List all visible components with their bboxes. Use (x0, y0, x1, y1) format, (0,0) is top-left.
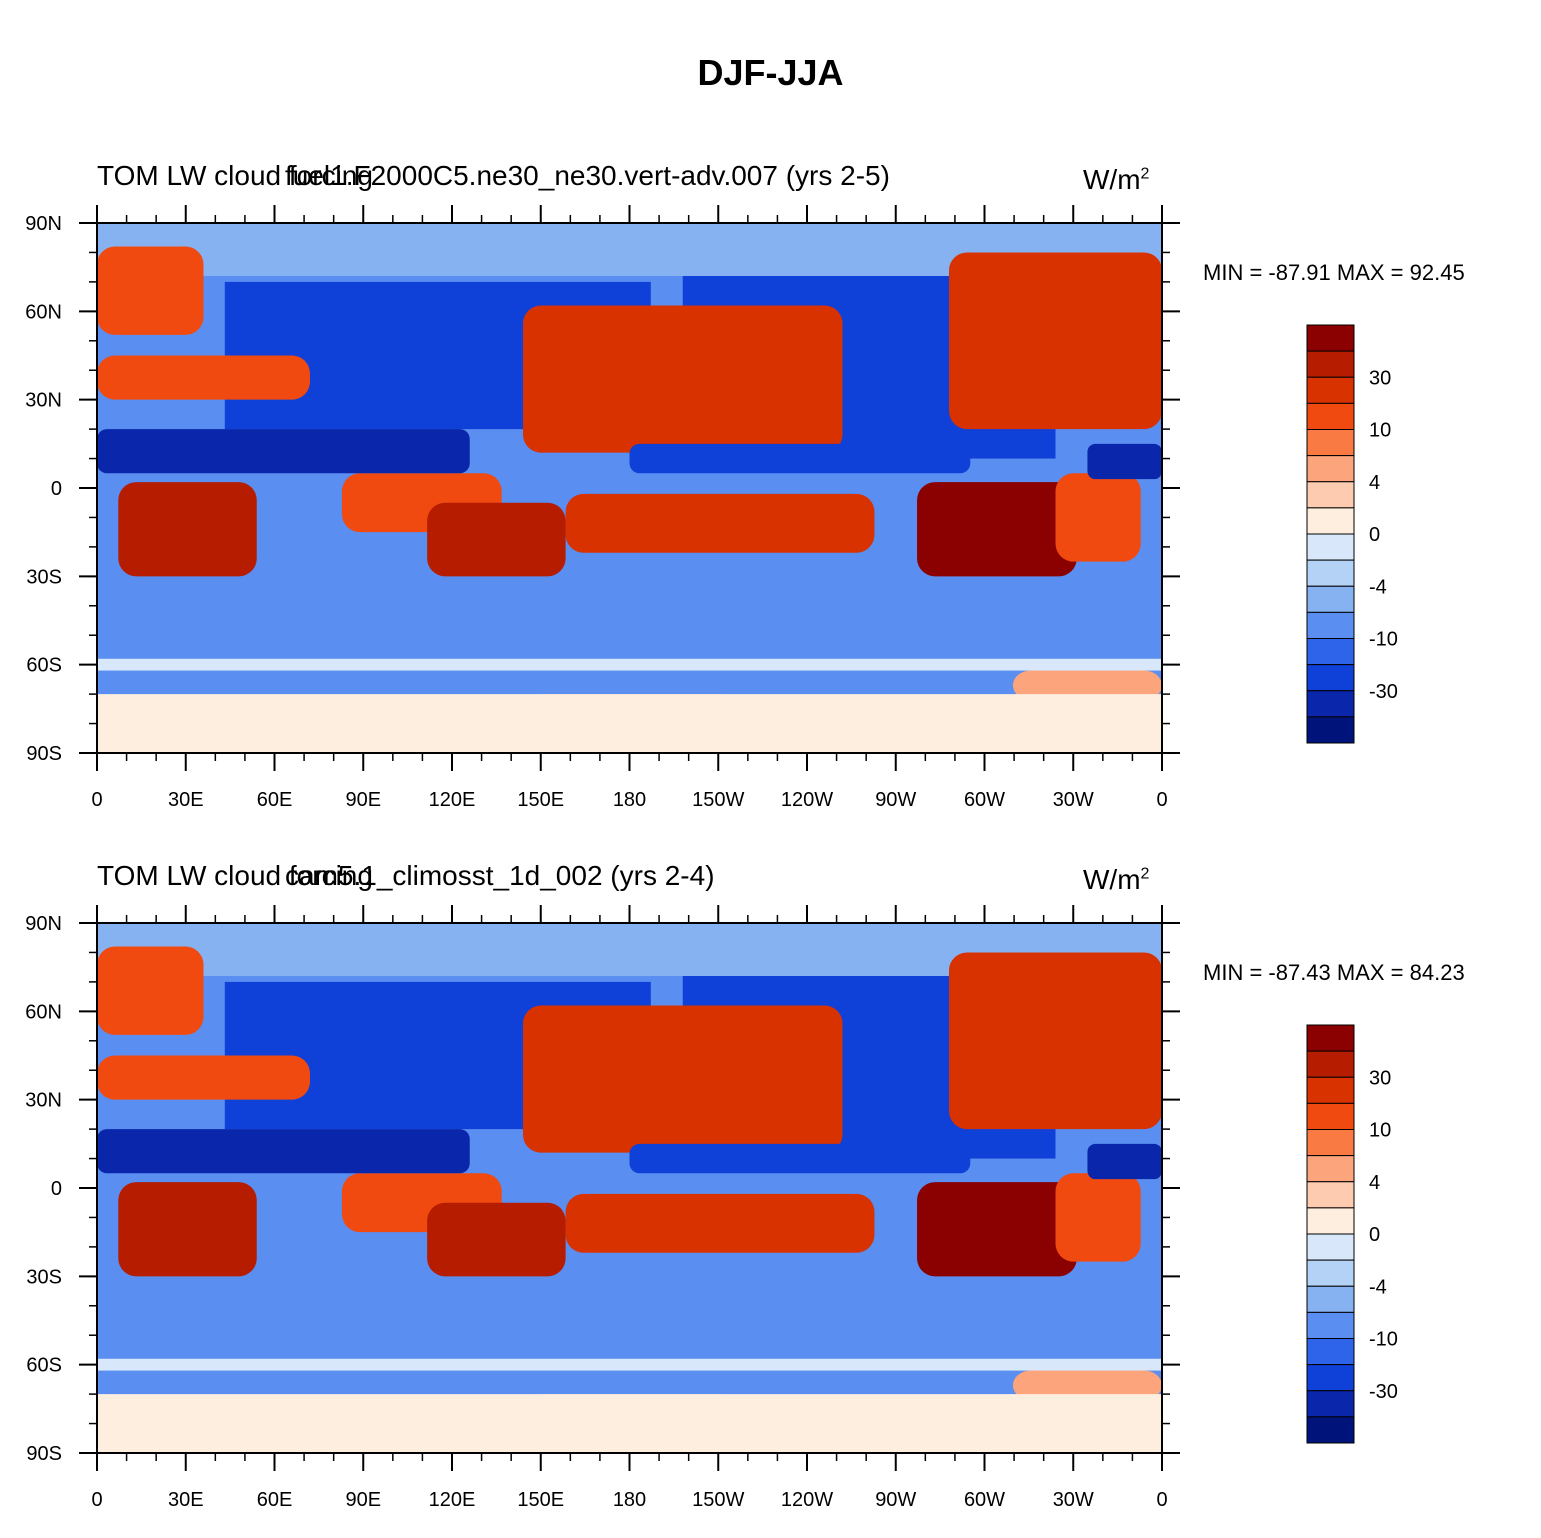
colorbar-swatch (1306, 402, 1355, 430)
colorbar-swatch (1306, 1233, 1355, 1261)
colorbar-label: 4 (1369, 1172, 1380, 1194)
lon-tick-label: 0 (1156, 1489, 1167, 1511)
colorbar-label: -30 (1369, 681, 1398, 703)
colorbar-swatch (1306, 1155, 1355, 1183)
lon-tick-label: 90E (345, 789, 381, 811)
lon-tick-label: 150E (517, 1489, 564, 1511)
map-figure: 90N 60N 30N 0 30S 60S 90S 0 30E 60E 90E 120E 150E 180… (25, 205, 1398, 811)
colorbar-swatch (1306, 559, 1355, 587)
colorbar-swatch (1306, 1076, 1355, 1104)
colorbar-swatch (1306, 1259, 1355, 1287)
panel-units: W/m2 (1083, 864, 1150, 895)
colorbar-swatch (1306, 1129, 1355, 1157)
colorbar-swatch (1306, 1390, 1355, 1418)
map-panel-top: 90N 60N 30N 0 30S 60S 90S 0 30E 60E 90E 120E 150E 180… (0, 140, 1541, 820)
lon-tick-label: 30E (168, 789, 204, 811)
colorbar-label: 4 (1369, 472, 1380, 494)
colorbar-label: -10 (1369, 629, 1398, 651)
lon-tick-label: 30W (1053, 1489, 1094, 1511)
colorbar-swatch (1306, 690, 1355, 718)
colorbar-label: 0 (1369, 1224, 1380, 1246)
colorbar-swatch (1306, 1102, 1355, 1130)
lon-tick-label: 90W (875, 1489, 916, 1511)
lat-tick-label: 30N (25, 390, 62, 412)
lon-tick-label: 120E (429, 1489, 476, 1511)
map-figure: 90N 60N 30N 0 30S 60S 90S 0 30E 60E 90E 120E 150E 180… (25, 905, 1398, 1511)
colorbar-swatch (1306, 1364, 1355, 1392)
colorbar-swatch (1306, 1181, 1355, 1209)
lon-tick-label: 180 (613, 789, 646, 811)
panel-case-title: fuel1.F2000C5.ne30_ne30.vert-adv.007 (yr… (285, 160, 890, 191)
colorbar-label: -4 (1369, 576, 1387, 598)
lon-tick-label: 60E (257, 1489, 293, 1511)
lat-tick-label: 0 (51, 1178, 62, 1200)
lat-tick-label: 90N (25, 913, 62, 935)
lon-tick-label: 30E (168, 1489, 204, 1511)
lon-tick-label: 0 (91, 789, 102, 811)
colorbar-swatch (1306, 638, 1355, 666)
lat-tick-label: 30S (26, 566, 62, 588)
lon-tick-label: 150E (517, 789, 564, 811)
lat-tick-label: 90S (26, 743, 62, 765)
lon-tick-label: 180 (613, 1489, 646, 1511)
lat-tick-label: 30N (25, 1090, 62, 1112)
lat-tick-label: 30S (26, 1266, 62, 1288)
colorbar-swatch (1306, 533, 1355, 561)
colorbar-label: 10 (1369, 420, 1391, 442)
panel-units: W/m2 (1083, 164, 1150, 195)
lon-tick-label: 0 (91, 1489, 102, 1511)
lon-tick-label: 90E (345, 1489, 381, 1511)
colorbar-swatch (1306, 376, 1355, 404)
colorbar-label: -4 (1369, 1276, 1387, 1298)
lon-tick-label: 30W (1053, 789, 1094, 811)
colorbar-label: 30 (1369, 1067, 1391, 1089)
panel-variable-title: TOM LW cloud forcing (97, 860, 373, 891)
lat-tick-label: 90S (26, 1443, 62, 1465)
min-max-label: MIN = -87.91 MAX = 92.45 (1203, 260, 1465, 285)
colorbar-swatch (1306, 429, 1355, 457)
colorbar-swatch (1306, 664, 1355, 692)
colorbar-label: 10 (1369, 1120, 1391, 1142)
lon-tick-label: 0 (1156, 789, 1167, 811)
lat-tick-label: 90N (25, 213, 62, 235)
lon-tick-label: 90W (875, 789, 916, 811)
colorbar-swatch (1306, 481, 1355, 509)
lon-tick-label: 120W (781, 1489, 833, 1511)
panel-variable-title: TOM LW cloud forcing (97, 160, 373, 191)
colorbar-swatch (1306, 585, 1355, 613)
panel-case-title: cam5.1_climosst_1d_002 (yrs 2-4) (285, 860, 715, 891)
colorbar-swatch (1306, 611, 1355, 639)
colorbar-label: -10 (1369, 1329, 1398, 1351)
lat-tick-label: 60N (25, 301, 62, 323)
map-panel-bottom: 90N 60N 30N 0 30S 60S 90S 0 30E 60E 90E 120E 150E 180… (0, 840, 1541, 1520)
figure-title: DJF-JJA (697, 52, 844, 93)
colorbar-swatch (1306, 507, 1355, 535)
colorbar-label: -30 (1369, 1381, 1398, 1403)
lon-tick-label: 120E (429, 789, 476, 811)
colorbar-swatch (1306, 324, 1355, 352)
lat-tick-label: 60N (25, 1001, 62, 1023)
lat-tick-label: 60S (26, 1355, 62, 1377)
colorbar-label: 30 (1369, 367, 1391, 389)
colorbar-swatch (1306, 1338, 1355, 1366)
colorbar-swatch (1306, 1311, 1355, 1339)
lon-tick-label: 150W (692, 1489, 744, 1511)
colorbar-swatch (1306, 1050, 1355, 1078)
lon-tick-label: 60W (964, 1489, 1005, 1511)
lat-tick-label: 0 (51, 478, 62, 500)
lon-tick-label: 60E (257, 789, 293, 811)
colorbar-swatch (1306, 455, 1355, 483)
colorbar-swatch (1306, 1207, 1355, 1235)
lon-tick-label: 120W (781, 789, 833, 811)
colorbar-swatch (1306, 1416, 1355, 1444)
lon-tick-label: 60W (964, 789, 1005, 811)
colorbar-swatch (1306, 716, 1355, 744)
colorbar-swatch (1306, 1024, 1355, 1052)
colorbar-swatch (1306, 1285, 1355, 1313)
lon-tick-label: 150W (692, 789, 744, 811)
colorbar-swatch (1306, 350, 1355, 378)
min-max-label: MIN = -87.43 MAX = 84.23 (1203, 960, 1465, 985)
lat-tick-label: 60S (26, 655, 62, 677)
colorbar-label: 0 (1369, 524, 1380, 546)
